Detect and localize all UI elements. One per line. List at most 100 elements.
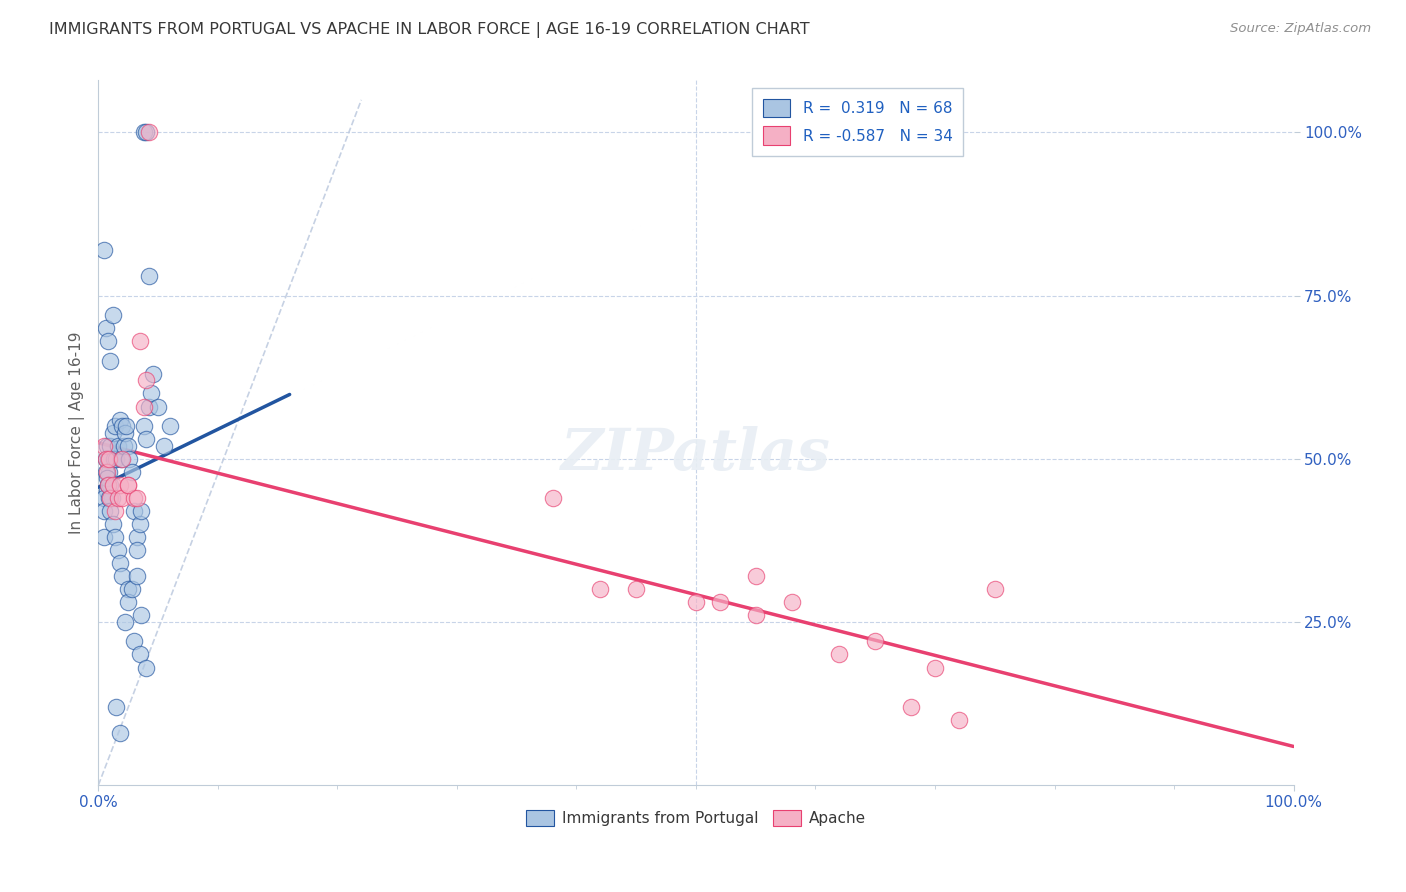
Point [98,465,121,479]
Point [125,491,148,505]
Point [142,367,165,381]
Point [138,268,160,283]
Point [129,334,152,349]
Point [108,725,131,739]
Point [117,478,139,492]
Point [97,451,120,466]
Point [97,478,120,492]
Point [112,439,135,453]
Point [93,504,115,518]
Point [148,400,170,414]
Point [111,419,134,434]
Point [129,516,152,531]
Point [94,465,117,479]
Point [104,504,127,518]
Point [98,491,121,505]
Point [101,425,124,440]
Point [108,478,131,492]
Point [107,543,129,558]
Point [153,439,176,453]
Point [108,412,131,426]
Point [96,471,118,485]
Point [96,439,118,453]
Point [132,400,155,414]
Point [98,478,122,492]
Point [93,439,115,453]
Point [98,491,122,505]
Point [111,491,134,505]
Point [626,582,648,597]
Point [94,321,117,335]
Point [135,660,157,674]
Point [135,126,157,140]
Point [131,504,153,518]
Point [108,556,131,570]
Point [124,491,146,505]
Text: IMMIGRANTS FROM PORTUGAL VS APACHE IN LABOR FORCE | AGE 16-19 CORRELATION CHART: IMMIGRANTS FROM PORTUGAL VS APACHE IN LA… [49,22,810,38]
Point [96,484,118,499]
Point [103,451,125,466]
Point [93,530,115,544]
Point [97,334,120,349]
Point [131,608,153,623]
Point [117,595,139,609]
Point [709,595,731,609]
Point [114,425,136,440]
Point [685,595,707,609]
Text: Source: ZipAtlas.com: Source: ZipAtlas.com [1230,22,1371,36]
Point [101,478,124,492]
Point [111,451,134,466]
Point [96,465,118,479]
Point [101,516,124,531]
Point [105,699,128,714]
Point [114,615,136,629]
Point [135,432,157,446]
Y-axis label: In Labor Force | Age 16-19: In Labor Force | Age 16-19 [69,331,84,534]
Point [117,439,139,453]
Point [125,530,148,544]
Point [589,582,612,597]
Point [121,582,143,597]
Point [900,699,922,714]
Point [100,491,122,505]
Point [111,569,134,583]
Point [98,439,122,453]
Point [129,648,152,662]
Point [159,419,181,434]
Point [745,569,768,583]
Point [138,126,160,140]
Point [93,243,115,257]
Point [541,491,564,505]
Point [125,569,148,583]
Point [745,608,768,623]
Point [107,439,129,453]
Point [117,582,139,597]
Point [135,373,157,387]
Text: ZIPatlas: ZIPatlas [561,425,831,482]
Point [104,530,127,544]
Point [984,582,1007,597]
Legend: Immigrants from Portugal, Apache: Immigrants from Portugal, Apache [519,803,873,834]
Point [105,451,128,466]
Point [98,451,121,466]
Point [94,451,117,466]
Point [94,451,117,466]
Point [132,126,155,140]
Point [101,308,124,322]
Point [125,543,148,558]
Point [104,419,127,434]
Point [98,354,122,368]
Point [828,648,851,662]
Point [780,595,803,609]
Point [97,478,120,492]
Point [124,504,146,518]
Point [139,386,162,401]
Point [98,504,122,518]
Point [948,713,970,727]
Point [924,660,946,674]
Point [121,465,143,479]
Point [117,478,139,492]
Point [132,419,155,434]
Point [138,400,160,414]
Point [865,634,887,648]
